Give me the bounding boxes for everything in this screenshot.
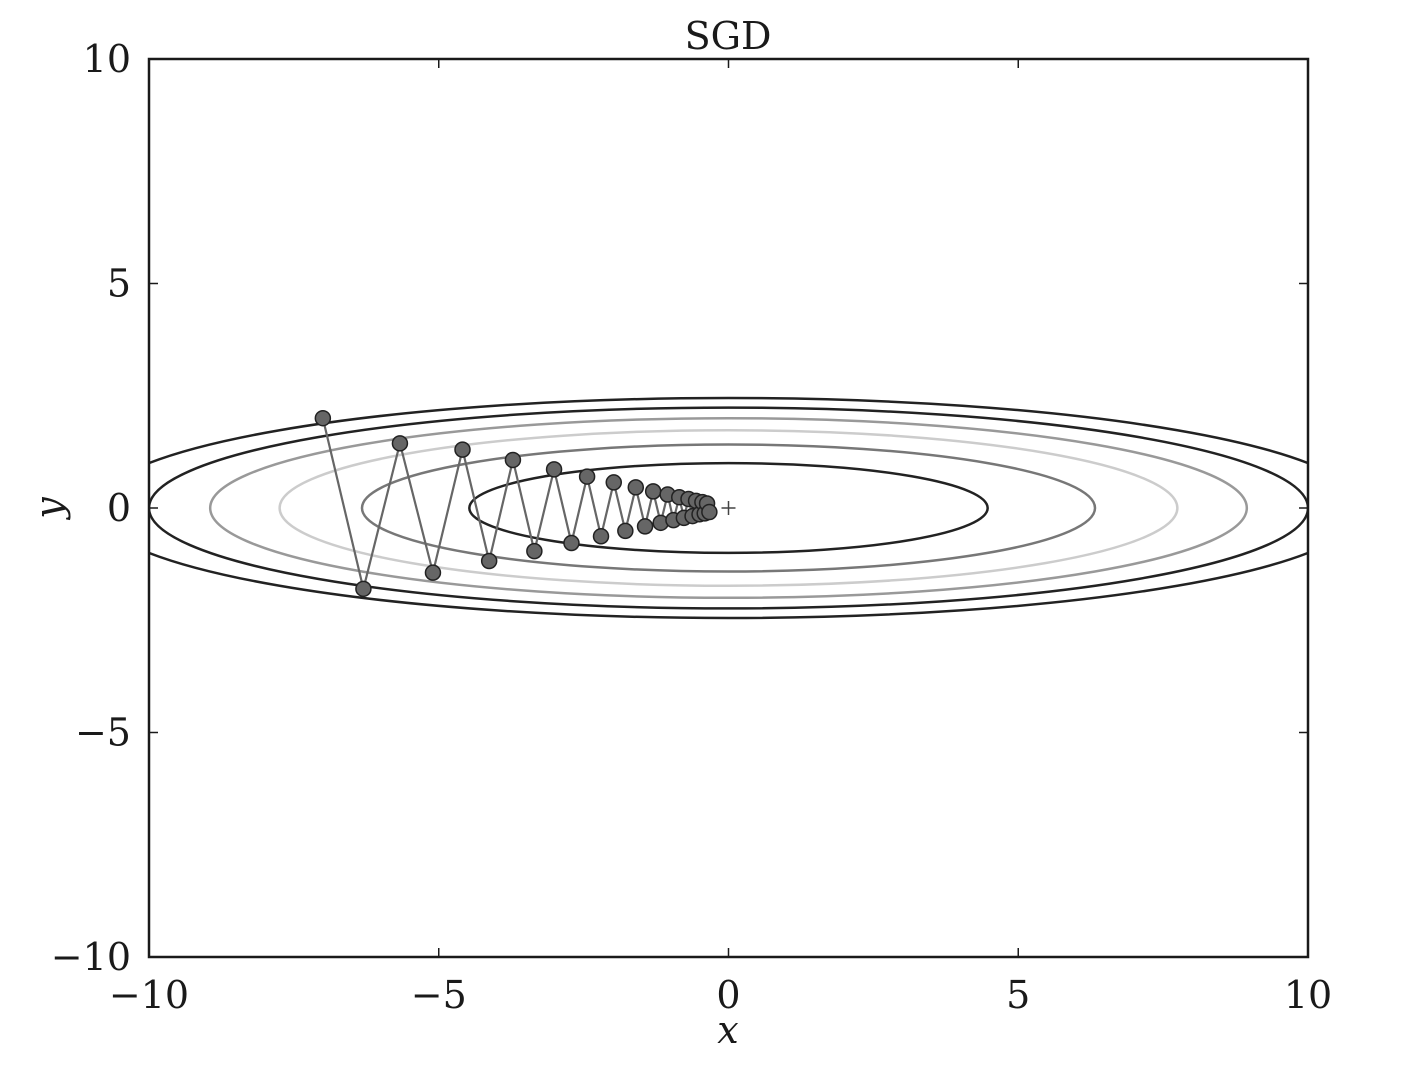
sgd-point-10 bbox=[578, 468, 596, 485]
x-tick-label-3: 5 bbox=[1006, 973, 1030, 1017]
contour-level-3 bbox=[278, 428, 1179, 588]
sgd-point-16 bbox=[644, 483, 662, 500]
y-tick-label-1: −5 bbox=[75, 711, 131, 755]
y-axis-title: y bbox=[27, 497, 71, 521]
sgd-point-11 bbox=[592, 528, 610, 545]
contour-lines bbox=[149, 396, 1308, 620]
axis-ticks: −10 −5 0 5 10 −10 −5 0 5 10 bbox=[51, 37, 1332, 1017]
sgd-point-7 bbox=[526, 542, 543, 560]
sgd-point-15 bbox=[636, 518, 654, 535]
contour-level-4 bbox=[208, 416, 1249, 600]
minimum-marker bbox=[721, 501, 736, 515]
sgd-point-1 bbox=[355, 580, 372, 598]
sgd-point-3 bbox=[424, 564, 442, 581]
y-tick-label-0: −10 bbox=[51, 935, 131, 979]
y-tick-label-2: 0 bbox=[107, 486, 131, 530]
sgd-point-4 bbox=[454, 441, 471, 458]
x-axis-title: x bbox=[717, 1008, 738, 1052]
sgd-point-29 bbox=[701, 503, 718, 521]
sgd-path-line bbox=[321, 417, 711, 590]
contour-level-1 bbox=[468, 461, 989, 555]
chart-title: SGD bbox=[685, 14, 772, 58]
sgd-point-2 bbox=[391, 435, 409, 452]
sgd-points bbox=[314, 409, 718, 598]
contour-level-2 bbox=[360, 443, 1097, 573]
sgd-point-5 bbox=[480, 552, 498, 570]
y-tick-label-4: 10 bbox=[83, 37, 131, 81]
minimum-marker-group bbox=[721, 501, 736, 515]
contour-level-6 bbox=[149, 396, 1308, 620]
sgd-path bbox=[321, 417, 711, 590]
contour-level-5 bbox=[149, 406, 1308, 610]
sgd-point-9 bbox=[563, 534, 580, 552]
x-tick-label-0: −10 bbox=[109, 973, 189, 1017]
y-tick-label-3: 5 bbox=[107, 262, 131, 306]
sgd-point-6 bbox=[504, 451, 522, 469]
x-tick-label-1: −5 bbox=[411, 973, 467, 1017]
sgd-point-13 bbox=[617, 522, 634, 540]
sgd-point-14 bbox=[627, 479, 645, 496]
x-tick-label-2: 0 bbox=[716, 973, 740, 1017]
sgd-point-0 bbox=[314, 409, 332, 427]
sgd-point-8 bbox=[545, 461, 563, 478]
x-tick-label-4: 10 bbox=[1284, 973, 1332, 1017]
sgd-point-12 bbox=[605, 474, 623, 491]
